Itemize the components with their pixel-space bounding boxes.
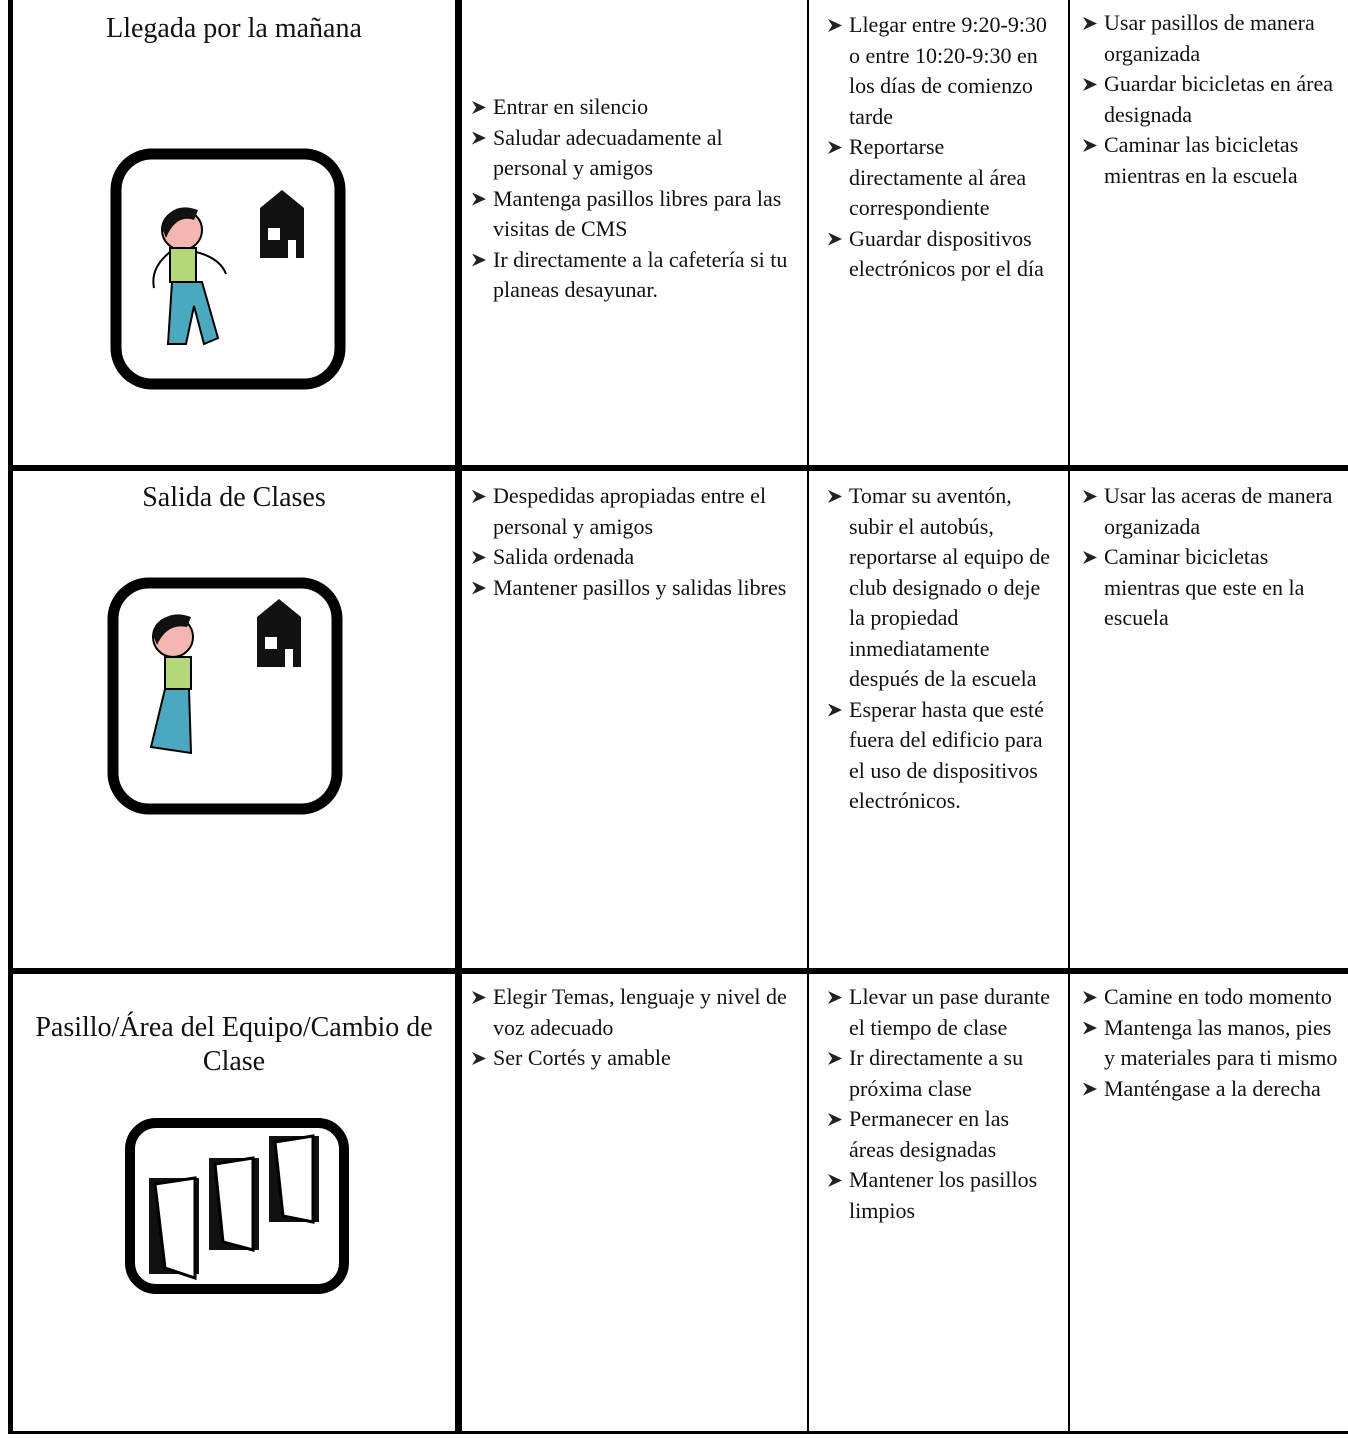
cell: Camine en todo momento Mantenga las manos… (1081, 982, 1343, 1104)
bullet-item: Mantener los pasillos limpios (826, 1165, 1058, 1226)
bullet-item: Guardar dispositivos electrónicos por el… (826, 224, 1058, 285)
cell: Despedidas apropiadas entre el personal … (470, 481, 800, 603)
bullet-item: Elegir Temas, lenguaje y nivel de voz ad… (470, 982, 800, 1043)
bullet-list: Entrar en silencio Saludar adecuadamente … (470, 92, 800, 306)
bullet-item: Mantenga las manos, pies y materiales pa… (1081, 1013, 1343, 1074)
arrival-icon (110, 148, 346, 390)
bullet-item: Llevar un pase durante el tiempo de clas… (826, 982, 1058, 1043)
border (1068, 0, 1070, 1434)
bullet-item: Manténgase a la derecha (1081, 1074, 1343, 1105)
bullet-item: Tomar su aventón, subir el autobús, repo… (826, 481, 1058, 695)
dismissal-icon (107, 577, 343, 815)
bullet-item: Despedidas apropiadas entre el personal … (470, 481, 800, 542)
bullet-item: Salida ordenada (470, 542, 800, 573)
bullet-item: Usar pasillos de manera organizada (1081, 8, 1343, 69)
border (8, 465, 1348, 471)
cell: Elegir Temas, lenguaje y nivel de voz ad… (470, 982, 800, 1074)
bullet-item: Esperar hasta que esté fuera del edifici… (826, 695, 1058, 817)
bullet-item: Usar las aceras de manera organizada (1081, 481, 1343, 542)
bullet-list: Llegar entre 9:20-9:30 o entre 10:20-9:3… (826, 10, 1058, 285)
bullet-list: Usar pasillos de manera organizada Guarda… (1081, 8, 1343, 191)
bullet-item: Mantenga pasillos libres para las visita… (470, 184, 800, 245)
bullet-item: Ir directamente a su próxima clase (826, 1043, 1058, 1104)
bullet-item: Camine en todo momento (1081, 982, 1343, 1013)
border (807, 0, 809, 1434)
cell: Tomar su aventón, subir el autobús, repo… (826, 481, 1058, 817)
bullet-list: Elegir Temas, lenguaje y nivel de voz ad… (470, 982, 800, 1074)
bullet-list: Llevar un pase durante el tiempo de clas… (826, 982, 1058, 1226)
bullet-item: Reportarse directamente al área correspo… (826, 132, 1058, 224)
bullet-item: Caminar bicicletas mientras que este en … (1081, 542, 1343, 634)
border (8, 0, 13, 1434)
border (8, 1431, 1348, 1434)
row-title: Salida de Clases (142, 482, 326, 513)
bullet-item: Ir directamente a la cafetería si tu pla… (470, 245, 800, 306)
border (8, 968, 1348, 974)
bullet-item: Entrar en silencio (470, 92, 800, 123)
cell: Usar las aceras de manera organizada Cami… (1081, 481, 1343, 634)
bullet-item: Permanecer en las áreas designadas (826, 1104, 1058, 1165)
bullet-item: Ser Cortés y amable (470, 1043, 800, 1074)
cell: Llevar un pase durante el tiempo de clas… (826, 982, 1058, 1226)
bullet-item: Saludar adecuadamente al personal y amig… (470, 123, 800, 184)
hallway-icon (125, 1118, 349, 1294)
bullet-list: Usar las aceras de manera organizada Cami… (1081, 481, 1343, 634)
border (455, 0, 462, 1434)
cell: Usar pasillos de manera organizada Guarda… (1081, 8, 1343, 191)
row-title: Llegada por la mañana (106, 13, 362, 44)
bullet-list: Camine en todo momento Mantenga las manos… (1081, 982, 1343, 1104)
bullet-item: Llegar entre 9:20-9:30 o entre 10:20-9:3… (826, 10, 1058, 132)
cell: Entrar en silencio Saludar adecuadamente … (470, 92, 800, 306)
bullet-list: Tomar su aventón, subir el autobús, repo… (826, 481, 1058, 817)
cell: Llegar entre 9:20-9:30 o entre 10:20-9:3… (826, 10, 1058, 285)
bullet-item: Guardar bicicletas en área designada (1081, 69, 1343, 130)
bullet-item: Caminar las bicicletas mientras en la es… (1081, 130, 1343, 191)
bullet-list: Despedidas apropiadas entre el personal … (470, 481, 800, 603)
row-title: Pasillo/Área del Equipo/Cambio de Clase (35, 1012, 433, 1077)
bullet-item: Mantener pasillos y salidas libres (470, 573, 800, 604)
